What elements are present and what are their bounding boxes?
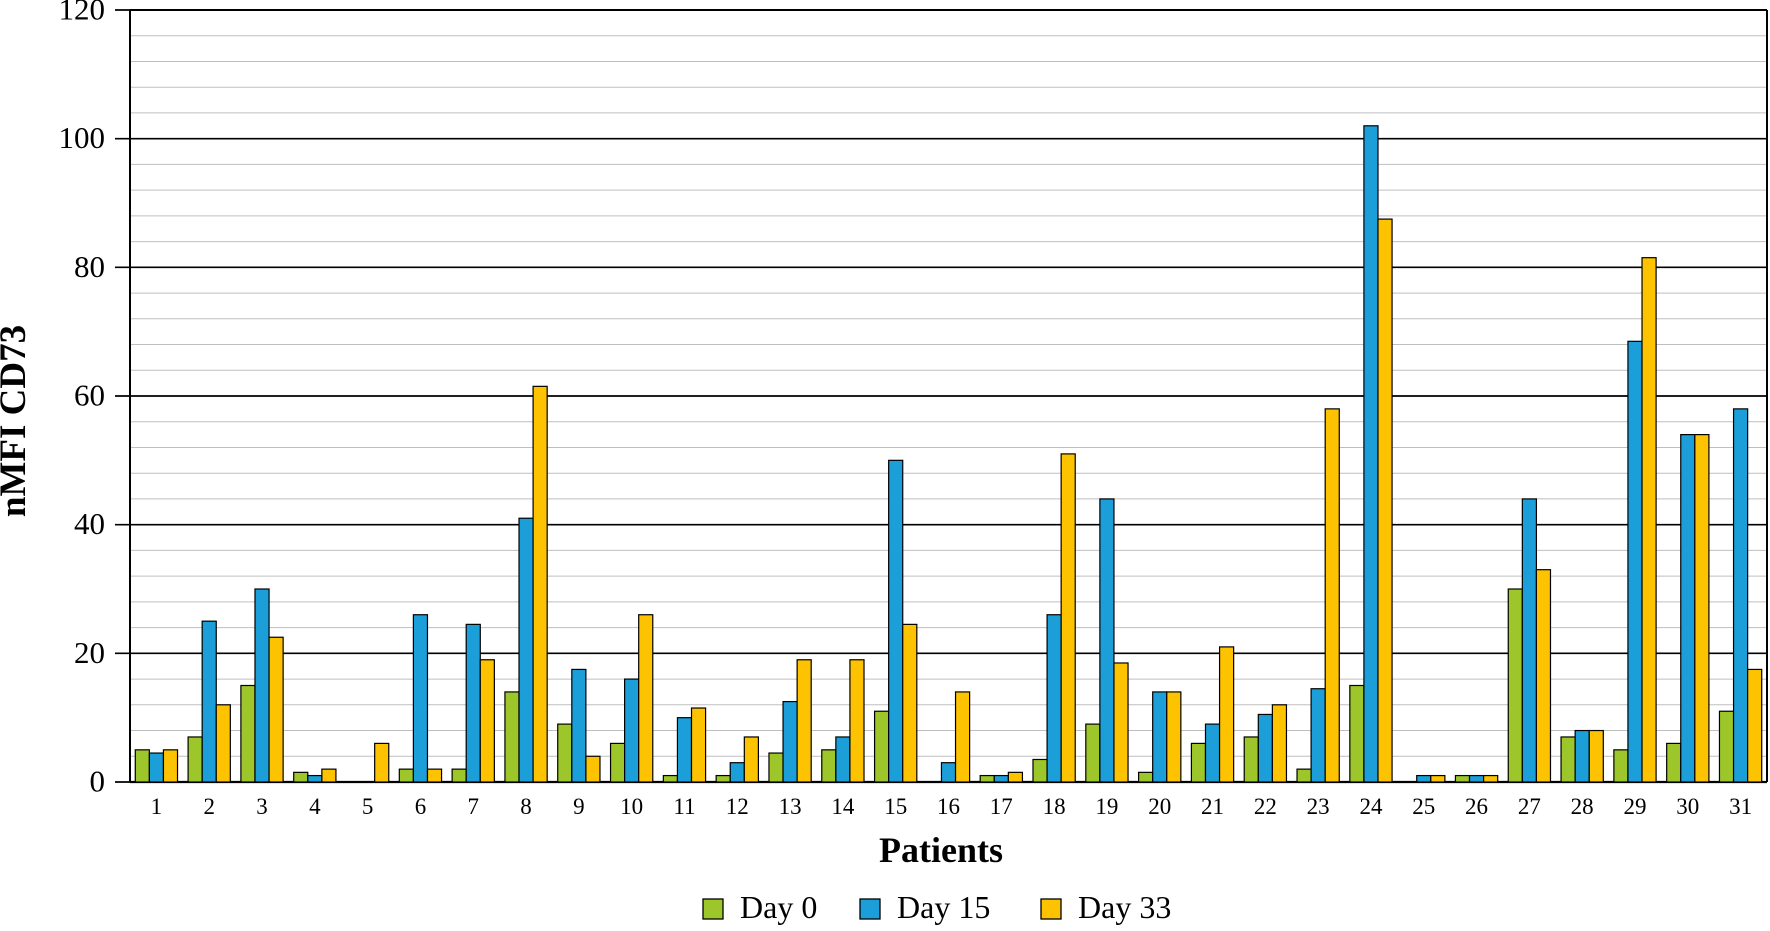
svg-text:18: 18 [1043,794,1066,819]
svg-text:21: 21 [1201,794,1224,819]
svg-text:10: 10 [620,794,643,819]
svg-text:8: 8 [520,794,532,819]
svg-text:27: 27 [1518,794,1541,819]
svg-text:14: 14 [831,794,855,819]
svg-text:22: 22 [1254,794,1277,819]
svg-text:11: 11 [673,794,695,819]
svg-text:25: 25 [1412,794,1435,819]
svg-text:Patients: Patients [879,830,1003,870]
svg-text:80: 80 [74,249,105,284]
svg-text:23: 23 [1307,794,1330,819]
svg-text:12: 12 [726,794,749,819]
svg-text:7: 7 [467,794,479,819]
svg-text:nMFI CD73: nMFI CD73 [0,325,34,517]
svg-text:6: 6 [415,794,427,819]
svg-text:19: 19 [1095,794,1118,819]
svg-text:60: 60 [74,378,105,413]
svg-text:26: 26 [1465,794,1488,819]
svg-text:120: 120 [59,0,106,27]
svg-text:1: 1 [151,794,163,819]
svg-text:4: 4 [309,794,321,819]
svg-text:Day 0: Day 0 [740,889,817,925]
svg-text:24: 24 [1359,794,1383,819]
svg-text:31: 31 [1729,794,1752,819]
svg-text:16: 16 [937,794,960,819]
svg-text:29: 29 [1623,794,1646,819]
svg-text:100: 100 [59,120,106,155]
svg-text:13: 13 [779,794,802,819]
svg-text:40: 40 [74,506,105,541]
svg-text:2: 2 [203,794,215,819]
svg-text:30: 30 [1676,794,1699,819]
svg-text:20: 20 [74,635,105,670]
svg-text:28: 28 [1571,794,1594,819]
svg-text:17: 17 [990,794,1013,819]
svg-text:9: 9 [573,794,585,819]
svg-text:3: 3 [256,794,268,819]
svg-text:0: 0 [90,764,106,799]
svg-text:5: 5 [362,794,374,819]
svg-text:15: 15 [884,794,907,819]
svg-text:Day 15: Day 15 [897,889,990,925]
svg-text:Day 33: Day 33 [1078,889,1171,925]
svg-text:20: 20 [1148,794,1171,819]
